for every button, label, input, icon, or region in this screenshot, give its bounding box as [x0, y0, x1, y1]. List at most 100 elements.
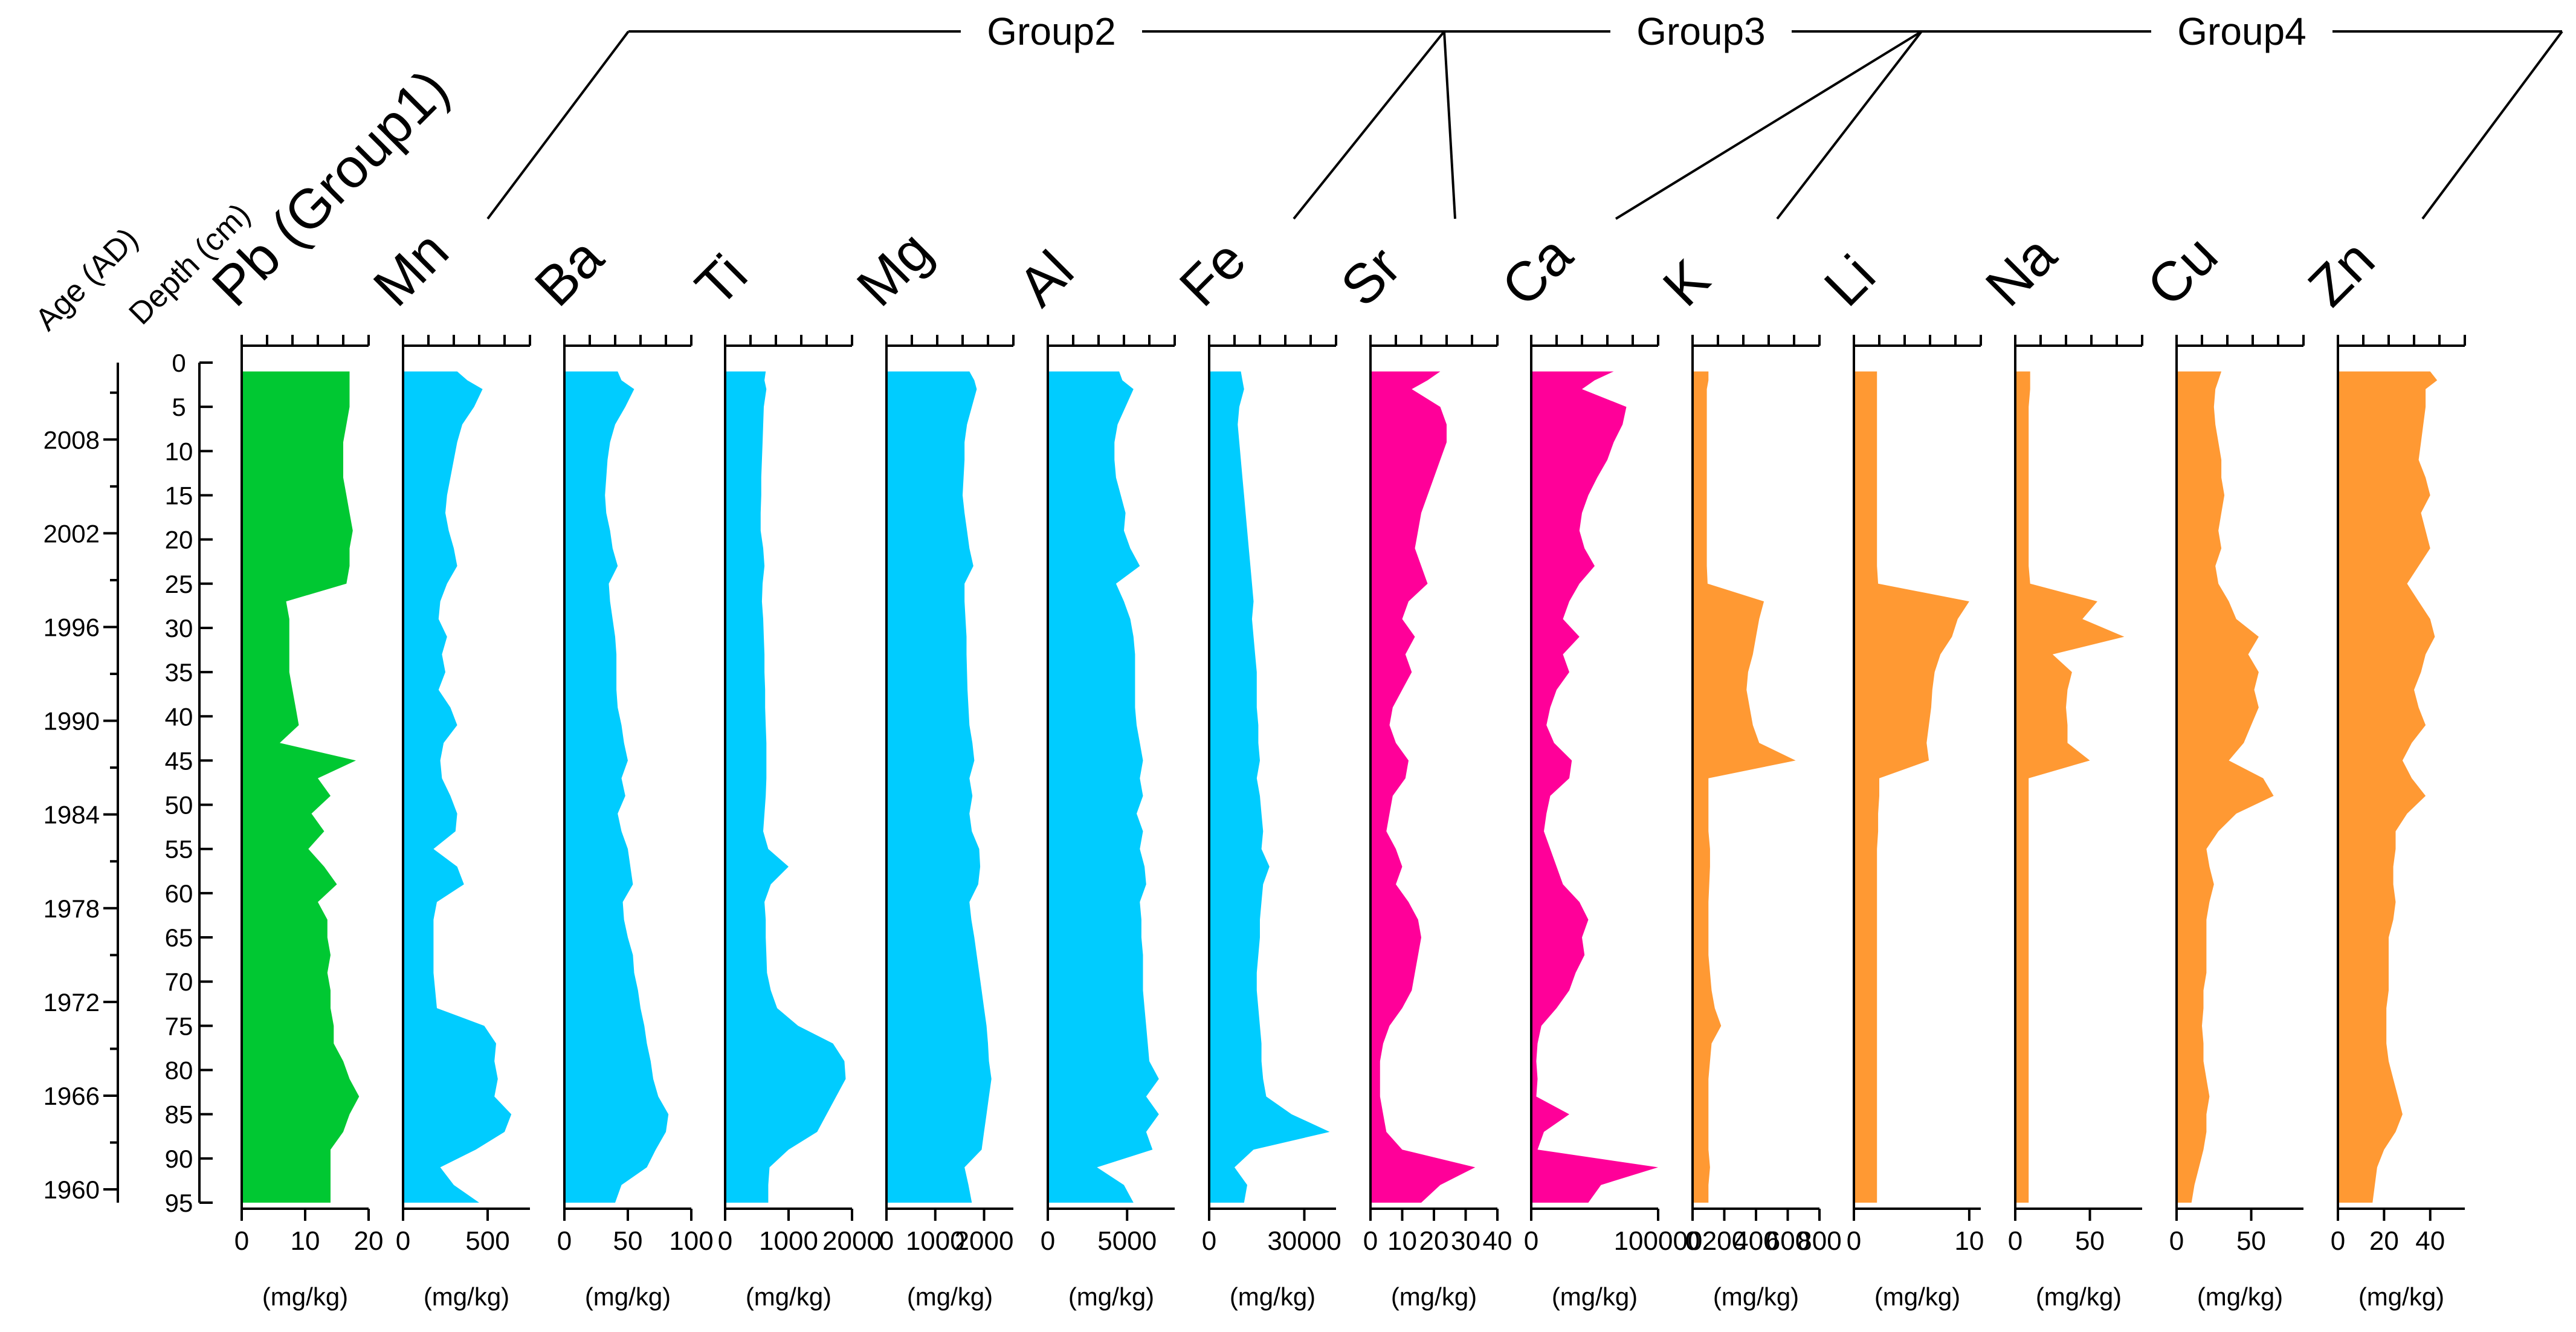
sr-tick-label: 20: [1419, 1226, 1449, 1256]
group4-diag-right: [2421, 30, 2563, 220]
al-tick-label: 5000: [1097, 1226, 1157, 1256]
age-tick-label: 1960: [44, 1175, 100, 1204]
panel-li: 0 10 (mg/kg) Li: [1813, 244, 1984, 1311]
mg-tick-label: 1000: [906, 1226, 965, 1256]
sr-area: [1370, 371, 1476, 1203]
fe-tick-label: 30000: [1267, 1226, 1341, 1256]
k-tick-label: 600: [1766, 1226, 1810, 1256]
mn-name: Mn: [362, 220, 460, 318]
mn-unit-label: (mg/kg): [424, 1282, 509, 1311]
ti-tick-label: 0: [718, 1226, 732, 1256]
ba-name: Ba: [523, 226, 615, 318]
age-tick-label: 1984: [44, 801, 100, 829]
age-tick-label: 1978: [44, 894, 100, 923]
mg-unit-label: (mg/kg): [907, 1282, 993, 1311]
age-tick-label: 2002: [44, 519, 100, 548]
li-name: Li: [1813, 244, 1887, 318]
na-name: Na: [1974, 224, 2068, 318]
depth-tick-label: 60: [165, 879, 193, 908]
depth-tick-label: 30: [165, 614, 193, 642]
depth-tick-label: 75: [165, 1012, 193, 1040]
zn-tick-label: 40: [2415, 1226, 2445, 1256]
k-unit-label: (mg/kg): [1713, 1282, 1799, 1311]
k-tick-label: 800: [1797, 1226, 1841, 1256]
mg-area: [886, 371, 992, 1203]
ba-area: [564, 371, 669, 1203]
zn-tick-label: 20: [2369, 1226, 2399, 1256]
group2-diag-right: [1293, 30, 1445, 220]
group2-diag-left: [486, 30, 630, 220]
group4-label: Group4: [2177, 10, 2306, 53]
age-tick-label: 2008: [44, 425, 100, 454]
panel-cu: 0 50 (mg/kg) Cu: [2135, 224, 2305, 1311]
cu-name: Cu: [2135, 224, 2229, 318]
zn-area: [2338, 371, 2438, 1203]
group2-label: Group2: [987, 10, 1115, 53]
ba-tick-label: 100: [669, 1226, 713, 1256]
depth-tick-label: 0: [172, 349, 186, 377]
cu-unit-label: (mg/kg): [2197, 1282, 2283, 1311]
ca-name: Ca: [1490, 224, 1584, 318]
fe-unit-label: (mg/kg): [1230, 1282, 1315, 1311]
depth-tick-label: 5: [172, 393, 186, 421]
zn-name: Zn: [2297, 228, 2386, 318]
depth-tick-label: 65: [165, 923, 193, 952]
li-tick-label: 0: [1847, 1226, 1861, 1256]
ti-unit-label: (mg/kg): [746, 1282, 831, 1311]
mn-area: [403, 371, 512, 1203]
sr-tick-label: 10: [1387, 1226, 1417, 1256]
depth-tick-label: 35: [165, 658, 193, 687]
ba-tick-label: 0: [557, 1226, 572, 1256]
sr-tick-label: 0: [1363, 1226, 1378, 1256]
group3-label: Group3: [1636, 10, 1765, 53]
sr-name: Sr: [1329, 235, 1412, 318]
pb-unit-label: (mg/kg): [262, 1282, 348, 1311]
age-axis: 2008 2002 1996 1990 1984 1978 1972 1966 1960 Age …: [28, 221, 144, 1204]
fe-tick-label: 0: [1202, 1226, 1216, 1256]
ca-unit-label: (mg/kg): [1552, 1282, 1638, 1311]
mg-tick-label: 0: [879, 1226, 894, 1256]
cu-tick-label: 0: [2169, 1226, 2184, 1256]
cu-area: [2177, 371, 2274, 1203]
mn-tick-label: 0: [396, 1226, 410, 1256]
depth-tick-label: 80: [165, 1056, 193, 1085]
li-unit-label: (mg/kg): [1874, 1282, 1960, 1311]
depth-axis: 05101520253035404550556065707580859095De…: [122, 197, 257, 1217]
ti-area: [725, 371, 846, 1203]
pb-tick-label: 10: [291, 1226, 320, 1256]
group3-diag-right: [1615, 30, 1923, 220]
na-tick-label: 0: [2008, 1226, 2022, 1256]
ca-area: [1531, 371, 1658, 1203]
depth-tick-label: 10: [165, 437, 193, 465]
age-tick-label: 1990: [44, 707, 100, 736]
k-tick-label: 0: [1685, 1226, 1700, 1256]
pb-tick-label: 0: [234, 1226, 249, 1256]
zn-tick-label: 0: [2331, 1226, 2345, 1256]
fe-area: [1209, 371, 1330, 1203]
depth-tick-label: 45: [165, 746, 193, 775]
age-tick-label: 1972: [44, 988, 100, 1017]
li-area: [1854, 371, 1969, 1203]
mg-name: Mg: [845, 220, 944, 318]
panel-al: 0 5000 (mg/kg) Al: [1007, 239, 1176, 1311]
depth-tick-label: 40: [165, 702, 193, 731]
na-tick-label: 50: [2075, 1226, 2105, 1256]
panel-fe: 0 30000 (mg/kg) Fe: [1168, 228, 1341, 1311]
depth-tick-label: 85: [165, 1101, 193, 1129]
zn-unit-label: (mg/kg): [2358, 1282, 2444, 1311]
panel-mn: 0 500 (mg/kg) Mn: [362, 220, 531, 1311]
ti-name: Ti: [684, 243, 759, 318]
sr-unit-label: (mg/kg): [1391, 1282, 1477, 1311]
element-panels: 0 10 20(mg/kg)Pb (Group1)0 500(mg/kg)Mn0 50 1…: [201, 58, 2466, 1311]
pb-area: [242, 371, 360, 1203]
al-unit-label: (mg/kg): [1068, 1282, 1154, 1311]
age-tick-label: 1996: [44, 613, 100, 641]
bracket-group3: Group3: [1443, 10, 1923, 220]
al-name: Al: [1007, 239, 1085, 318]
ti-tick-label: 2000: [822, 1226, 882, 1256]
panel-ba: 0 50 100 (mg/kg) Ba: [523, 226, 714, 1311]
al-area: [1048, 371, 1159, 1203]
depth-tick-label: 90: [165, 1145, 193, 1173]
